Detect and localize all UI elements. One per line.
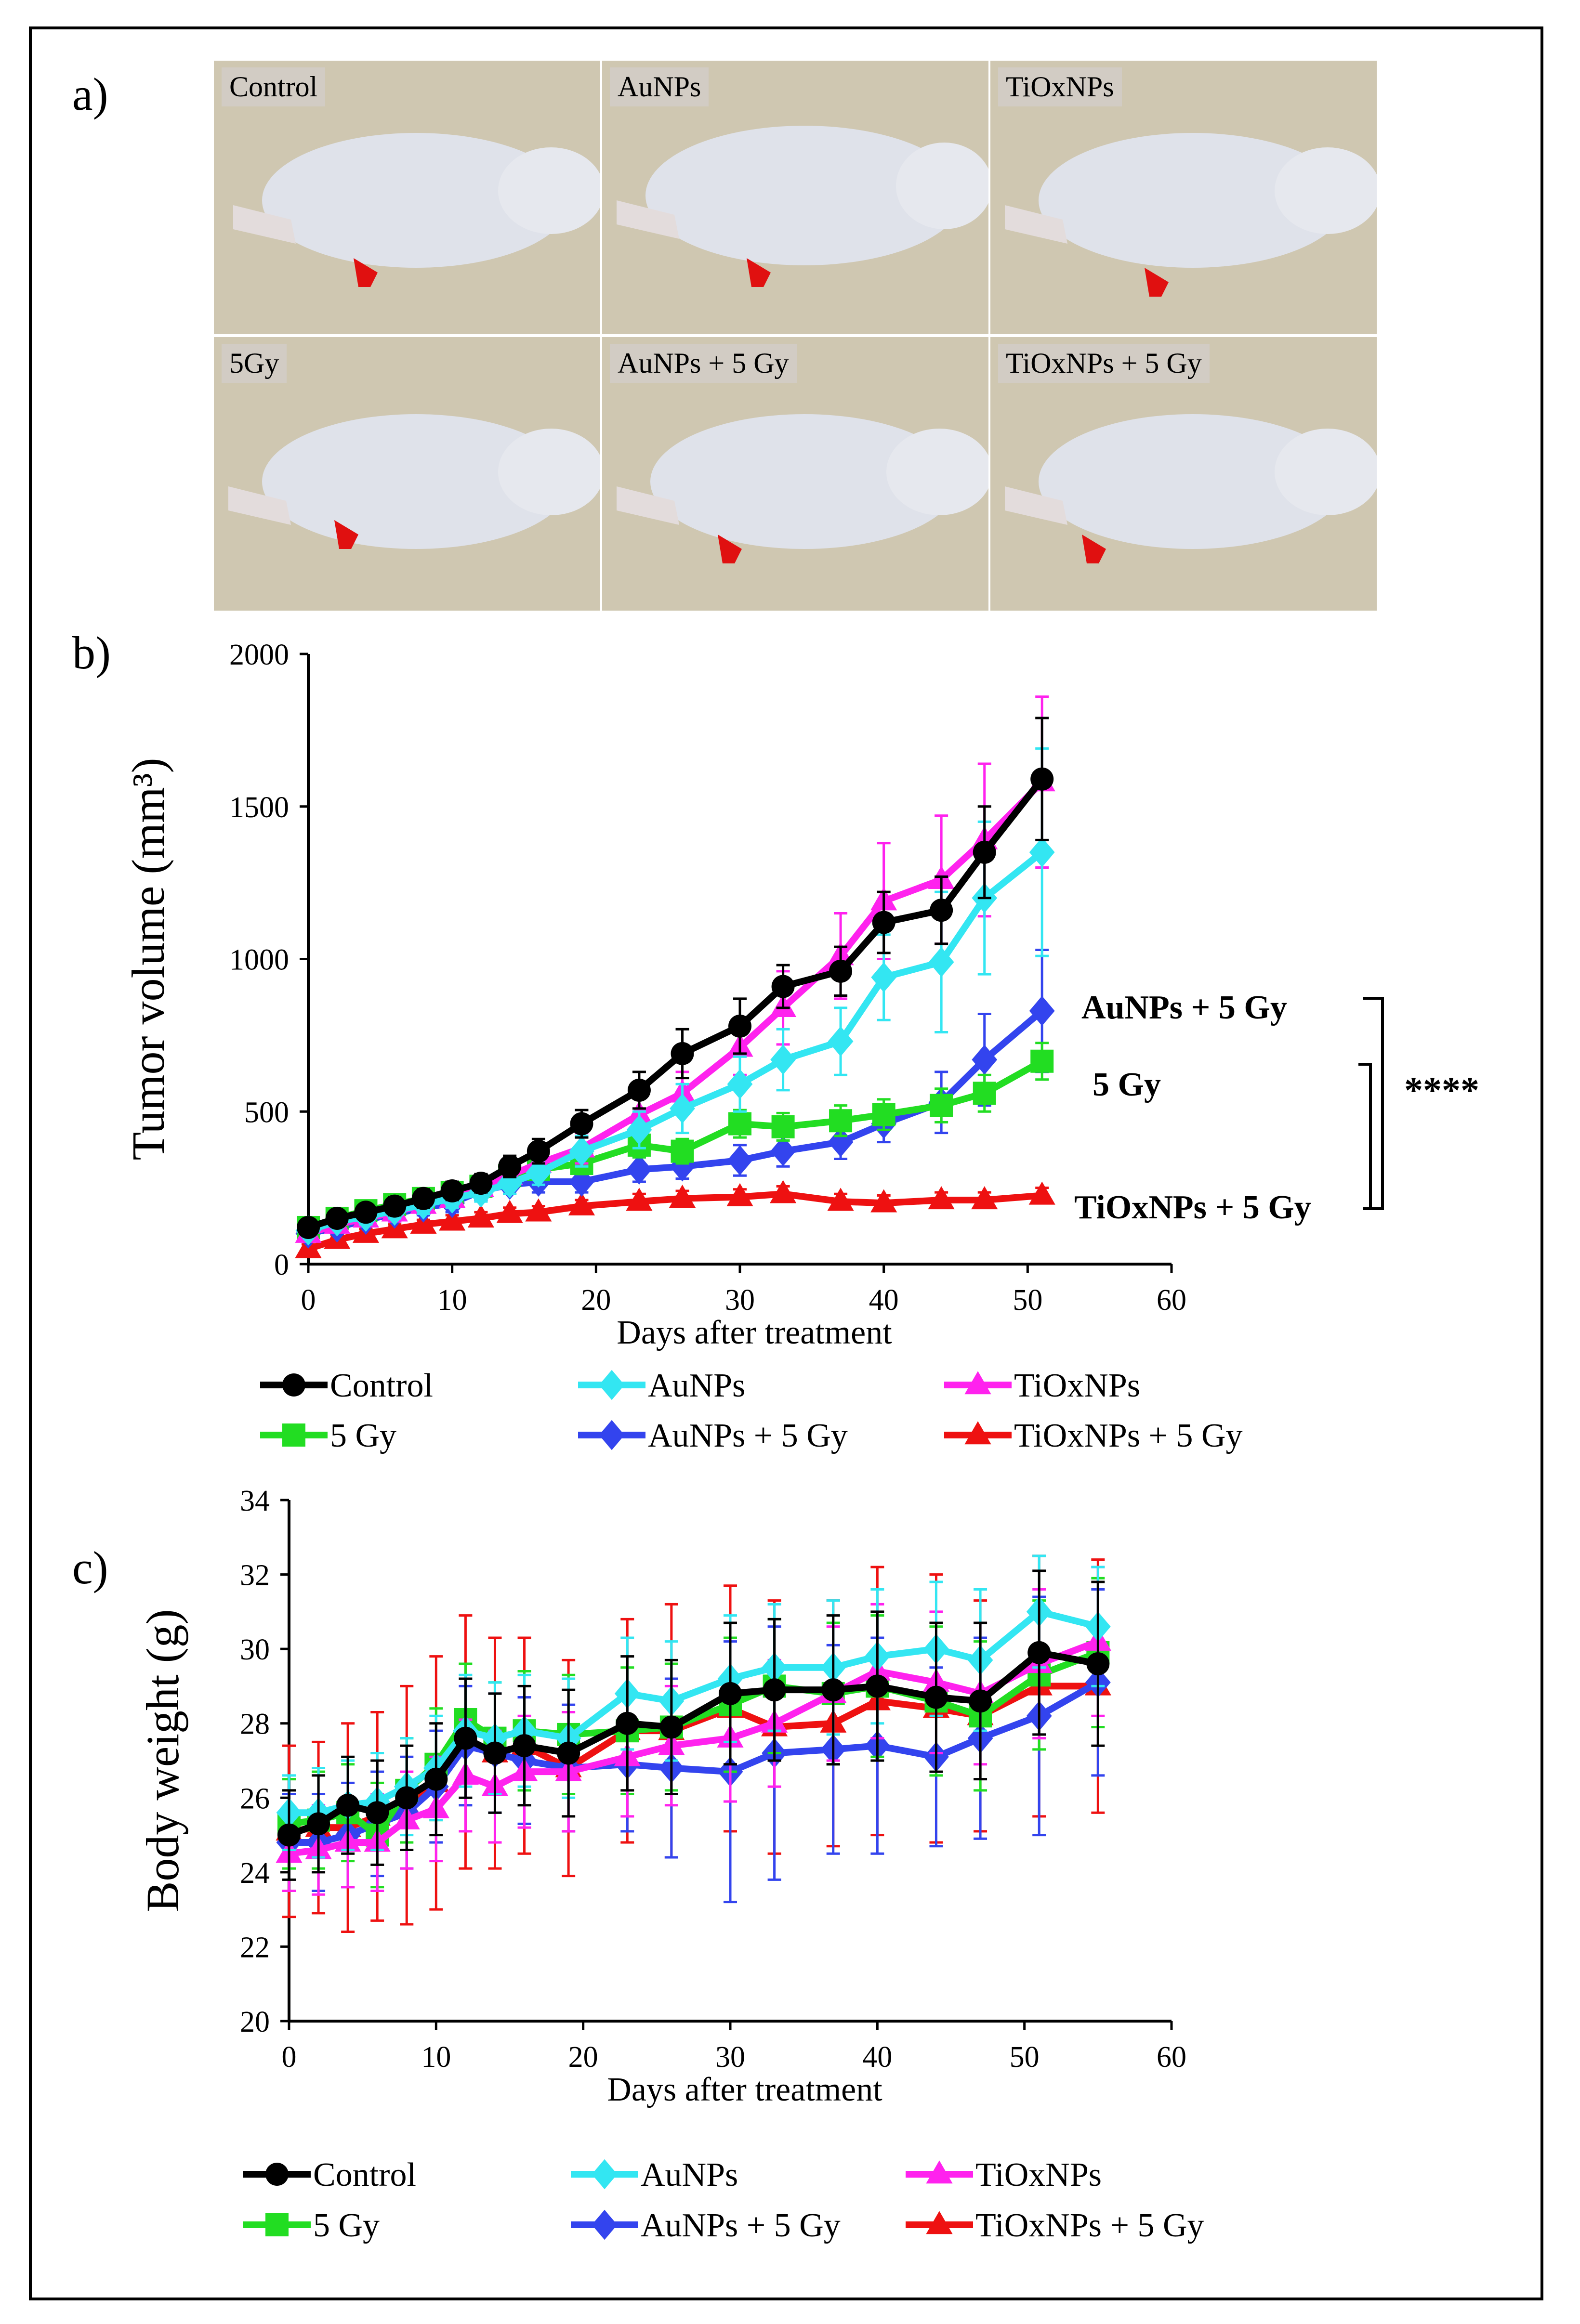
tumor-arrow-icon [747, 258, 771, 287]
mouse-photo-aunps-5gy: AuNPs + 5 Gy [602, 337, 988, 611]
tumor-arrow-icon [1082, 535, 1106, 563]
tumor-arrow-icon [354, 258, 378, 287]
mouse-photo-tioxnps-5gy: TiOxNPs + 5 Gy [990, 337, 1377, 611]
photo-label: 5Gy [222, 344, 287, 383]
figure-frame [29, 26, 1543, 2300]
photo-grid: Control AuNPs TiOxNPs 5Gy AuNPs + 5 Gy T… [214, 61, 1416, 611]
photo-label: TiOxNPs [998, 67, 1122, 106]
mouse-photo-tioxnps: TiOxNPs [990, 61, 1377, 334]
photo-label: Control [222, 67, 326, 106]
panel-label-c: c) [72, 1542, 108, 1593]
mouse-illustration [214, 61, 600, 334]
photo-label: AuNPs [610, 67, 709, 106]
tumor-arrow-icon [334, 520, 358, 549]
mouse-photo-aunps: AuNPs [602, 61, 988, 334]
photo-label: TiOxNPs + 5 Gy [998, 344, 1210, 383]
photo-label: AuNPs + 5 Gy [610, 344, 797, 383]
tumor-arrow-icon [1145, 268, 1169, 297]
panel-label-a: a) [72, 68, 108, 120]
tumor-arrow-icon [718, 535, 742, 563]
mouse-photo-control: Control [214, 61, 600, 334]
panel-label-b: b) [72, 627, 111, 679]
mouse-photo-5gy: 5Gy [214, 337, 600, 611]
